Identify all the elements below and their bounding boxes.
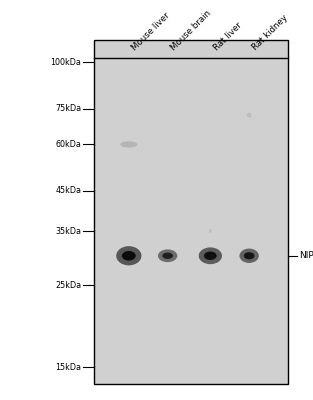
Text: 100kDa: 100kDa	[50, 58, 81, 67]
Ellipse shape	[209, 229, 212, 233]
Ellipse shape	[122, 251, 136, 260]
Ellipse shape	[120, 141, 137, 148]
Bar	[94, 40, 288, 384]
Text: 45kDa: 45kDa	[55, 186, 81, 195]
Text: 25kDa: 25kDa	[55, 280, 81, 290]
Ellipse shape	[199, 247, 222, 264]
Ellipse shape	[162, 252, 173, 259]
Text: 35kDa: 35kDa	[55, 226, 81, 236]
Text: Rat kidney: Rat kidney	[251, 14, 290, 52]
Ellipse shape	[239, 248, 259, 263]
Ellipse shape	[116, 246, 141, 265]
Ellipse shape	[244, 252, 254, 259]
Text: 75kDa: 75kDa	[55, 104, 81, 113]
Text: 60kDa: 60kDa	[55, 140, 81, 149]
Ellipse shape	[158, 249, 177, 262]
Text: Mouse liver: Mouse liver	[131, 11, 172, 52]
Ellipse shape	[204, 252, 217, 260]
Text: 15kDa: 15kDa	[55, 362, 81, 372]
Text: NIPSNAP1: NIPSNAP1	[299, 251, 313, 260]
Text: Rat liver: Rat liver	[212, 21, 244, 52]
Text: Mouse brain: Mouse brain	[169, 9, 213, 52]
Ellipse shape	[247, 113, 252, 118]
